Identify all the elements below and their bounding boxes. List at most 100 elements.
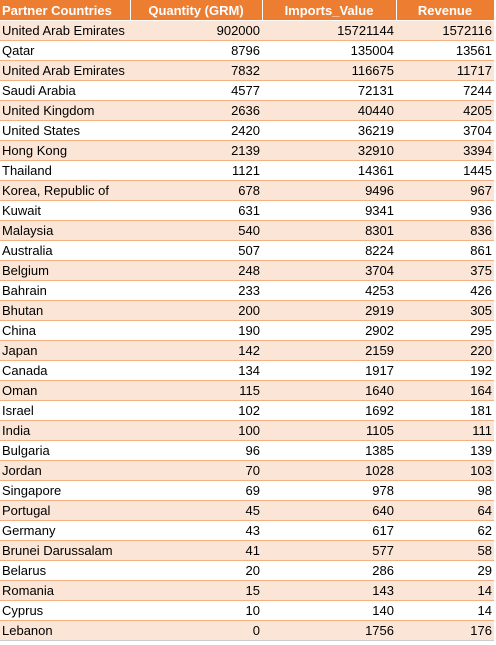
cell-partner-country[interactable]: United Arab Emirates (0, 60, 130, 81)
cell-quantity-grm[interactable]: 0 (130, 620, 262, 641)
cell-quantity-grm[interactable]: 8796 (130, 40, 262, 61)
cell-partner-country[interactable]: Saudi Arabia (0, 80, 130, 101)
cell-imports-value[interactable]: 36219 (262, 120, 396, 141)
cell-revenue[interactable]: 14 (396, 580, 494, 601)
cell-partner-country[interactable]: Romania (0, 580, 130, 601)
cell-imports-value[interactable]: 2919 (262, 300, 396, 321)
cell-imports-value[interactable]: 1917 (262, 360, 396, 381)
header-quantity-grm[interactable]: Quantity (GRM) (130, 0, 263, 21)
cell-imports-value[interactable]: 15721144 (262, 20, 396, 41)
cell-imports-value[interactable]: 1385 (262, 440, 396, 461)
cell-imports-value[interactable]: 1692 (262, 400, 396, 421)
cell-partner-country[interactable]: Korea, Republic of (0, 180, 130, 201)
cell-quantity-grm[interactable]: 45 (130, 500, 262, 521)
cell-quantity-grm[interactable]: 20 (130, 560, 262, 581)
cell-imports-value[interactable]: 286 (262, 560, 396, 581)
cell-partner-country[interactable]: Jordan (0, 460, 130, 481)
cell-revenue[interactable]: 98 (396, 480, 494, 501)
cell-quantity-grm[interactable]: 678 (130, 180, 262, 201)
cell-revenue[interactable]: 58 (396, 540, 494, 561)
cell-partner-country[interactable]: Japan (0, 340, 130, 361)
cell-quantity-grm[interactable]: 43 (130, 520, 262, 541)
cell-partner-country[interactable]: Israel (0, 400, 130, 421)
cell-partner-country[interactable]: United Arab Emirates (0, 20, 130, 41)
cell-revenue[interactable]: 861 (396, 240, 494, 261)
cell-imports-value[interactable]: 978 (262, 480, 396, 501)
cell-partner-country[interactable]: Australia (0, 240, 130, 261)
cell-quantity-grm[interactable]: 248 (130, 260, 262, 281)
cell-partner-country[interactable]: Malaysia (0, 220, 130, 241)
cell-imports-value[interactable]: 640 (262, 500, 396, 521)
cell-partner-country[interactable]: Cyprus (0, 600, 130, 621)
cell-partner-country[interactable]: Thailand (0, 160, 130, 181)
cell-quantity-grm[interactable]: 70 (130, 460, 262, 481)
cell-quantity-grm[interactable]: 100 (130, 420, 262, 441)
cell-revenue[interactable]: 936 (396, 200, 494, 221)
cell-revenue[interactable]: 29 (396, 560, 494, 581)
cell-quantity-grm[interactable]: 902000 (130, 20, 262, 41)
cell-imports-value[interactable]: 2159 (262, 340, 396, 361)
cell-quantity-grm[interactable]: 2636 (130, 100, 262, 121)
cell-partner-country[interactable]: Qatar (0, 40, 130, 61)
cell-quantity-grm[interactable]: 15 (130, 580, 262, 601)
cell-revenue[interactable]: 305 (396, 300, 494, 321)
cell-quantity-grm[interactable]: 233 (130, 280, 262, 301)
cell-revenue[interactable]: 295 (396, 320, 494, 341)
cell-revenue[interactable]: 375 (396, 260, 494, 281)
cell-revenue[interactable]: 176 (396, 620, 494, 641)
cell-partner-country[interactable]: Bhutan (0, 300, 130, 321)
cell-revenue[interactable]: 4205 (396, 100, 494, 121)
cell-imports-value[interactable]: 72131 (262, 80, 396, 101)
cell-imports-value[interactable]: 14361 (262, 160, 396, 181)
cell-revenue[interactable]: 7244 (396, 80, 494, 101)
cell-revenue[interactable]: 111 (396, 420, 494, 441)
cell-quantity-grm[interactable]: 41 (130, 540, 262, 561)
cell-imports-value[interactable]: 3704 (262, 260, 396, 281)
cell-quantity-grm[interactable]: 115 (130, 380, 262, 401)
cell-partner-country[interactable]: Lebanon (0, 620, 130, 641)
cell-imports-value[interactable]: 2902 (262, 320, 396, 341)
cell-partner-country[interactable]: Bulgaria (0, 440, 130, 461)
cell-partner-country[interactable]: Oman (0, 380, 130, 401)
cell-quantity-grm[interactable]: 631 (130, 200, 262, 221)
cell-revenue[interactable]: 62 (396, 520, 494, 541)
cell-imports-value[interactable]: 617 (262, 520, 396, 541)
cell-revenue[interactable]: 181 (396, 400, 494, 421)
cell-partner-country[interactable]: Germany (0, 520, 130, 541)
cell-partner-country[interactable]: Brunei Darussalam (0, 540, 130, 561)
cell-partner-country[interactable]: Singapore (0, 480, 130, 501)
cell-imports-value[interactable]: 577 (262, 540, 396, 561)
cell-quantity-grm[interactable]: 200 (130, 300, 262, 321)
cell-imports-value[interactable]: 1105 (262, 420, 396, 441)
cell-revenue[interactable]: 220 (396, 340, 494, 361)
cell-quantity-grm[interactable]: 1121 (130, 160, 262, 181)
cell-quantity-grm[interactable]: 7832 (130, 60, 262, 81)
cell-imports-value[interactable]: 32910 (262, 140, 396, 161)
cell-partner-country[interactable]: Canada (0, 360, 130, 381)
cell-imports-value[interactable]: 8224 (262, 240, 396, 261)
cell-revenue[interactable]: 64 (396, 500, 494, 521)
cell-imports-value[interactable]: 9496 (262, 180, 396, 201)
cell-imports-value[interactable]: 1756 (262, 620, 396, 641)
cell-partner-country[interactable]: United Kingdom (0, 100, 130, 121)
cell-quantity-grm[interactable]: 507 (130, 240, 262, 261)
header-partner-countries[interactable]: Partner Countries (0, 0, 131, 21)
header-revenue[interactable]: Revenue (396, 0, 495, 21)
cell-revenue[interactable]: 836 (396, 220, 494, 241)
cell-partner-country[interactable]: Belarus (0, 560, 130, 581)
cell-partner-country[interactable]: India (0, 420, 130, 441)
cell-revenue[interactable]: 11717 (396, 60, 494, 81)
cell-revenue[interactable]: 103 (396, 460, 494, 481)
cell-quantity-grm[interactable]: 10 (130, 600, 262, 621)
cell-partner-country[interactable]: China (0, 320, 130, 341)
cell-quantity-grm[interactable]: 142 (130, 340, 262, 361)
cell-quantity-grm[interactable]: 190 (130, 320, 262, 341)
cell-imports-value[interactable]: 1640 (262, 380, 396, 401)
cell-partner-country[interactable]: Bahrain (0, 280, 130, 301)
cell-quantity-grm[interactable]: 540 (130, 220, 262, 241)
cell-partner-country[interactable]: Belgium (0, 260, 130, 281)
cell-quantity-grm[interactable]: 134 (130, 360, 262, 381)
cell-quantity-grm[interactable]: 96 (130, 440, 262, 461)
cell-partner-country[interactable]: Kuwait (0, 200, 130, 221)
cell-quantity-grm[interactable]: 2139 (130, 140, 262, 161)
